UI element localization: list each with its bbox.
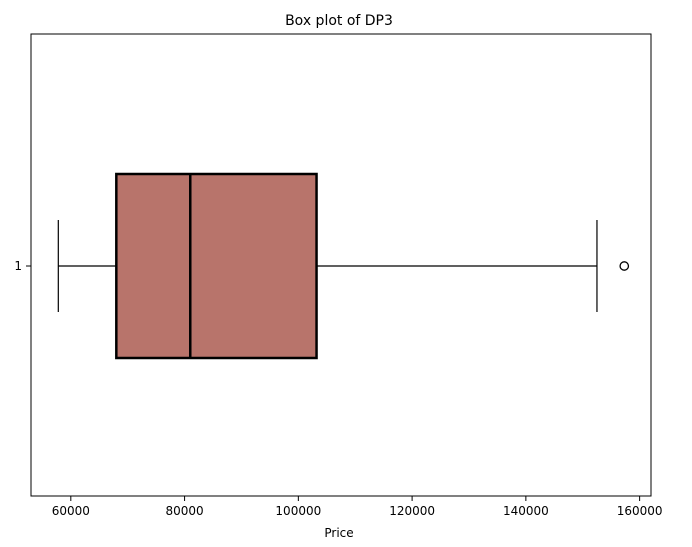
x-tick-label: 100000 bbox=[275, 504, 321, 518]
x-tick-label: 120000 bbox=[389, 504, 435, 518]
x-tick-label: 60000 bbox=[52, 504, 90, 518]
iqr-box bbox=[115, 172, 318, 360]
x-tick-label: 140000 bbox=[503, 504, 549, 518]
x-axis: 60000 80000 100000 120000 140000 160000 bbox=[52, 496, 663, 518]
x-tick-label: 160000 bbox=[617, 504, 663, 518]
box-group bbox=[57, 172, 630, 360]
plot-area-frame bbox=[30, 33, 652, 497]
y-tick-label: 1 bbox=[14, 259, 22, 273]
y-axis: 1 bbox=[14, 259, 31, 273]
outlier-point bbox=[619, 261, 630, 271]
chart-title: Box plot of DP3 bbox=[285, 13, 393, 29]
x-axis-label: Price bbox=[324, 526, 353, 540]
x-tick-label: 80000 bbox=[165, 504, 203, 518]
